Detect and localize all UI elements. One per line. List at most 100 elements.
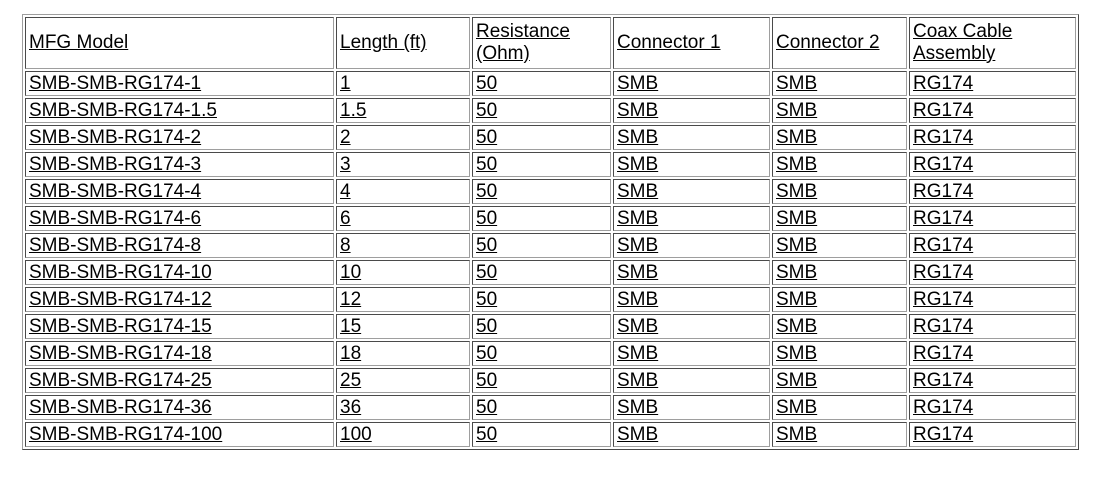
- column-header-link[interactable]: Resistance (Ohm): [476, 21, 570, 64]
- cell-link[interactable]: SMB: [617, 99, 659, 121]
- cell-link[interactable]: SMB-SMB-RG174-1: [29, 72, 202, 94]
- cell-link[interactable]: RG174: [913, 261, 974, 283]
- cell-link[interactable]: RG174: [913, 126, 974, 148]
- column-header-link[interactable]: Coax Cable Assembly: [913, 21, 1013, 64]
- table-row: SMB-SMB-RG174-8 8 50 SMB SMB RG174: [25, 233, 1076, 258]
- cell-link[interactable]: SMB-SMB-RG174-100: [29, 423, 223, 445]
- cell-link[interactable]: SMB: [617, 126, 659, 148]
- cell-link[interactable]: 50: [476, 342, 498, 364]
- cell-link[interactable]: SMB: [776, 234, 818, 256]
- table-cell: SMB: [772, 233, 907, 258]
- cell-link[interactable]: 50: [476, 234, 498, 256]
- cell-link[interactable]: 1: [340, 72, 351, 94]
- cell-link[interactable]: SMB: [776, 423, 818, 445]
- cell-link[interactable]: SMB: [617, 396, 659, 418]
- cell-link[interactable]: SMB: [617, 423, 659, 445]
- cell-link[interactable]: RG174: [913, 207, 974, 229]
- cell-link[interactable]: RG174: [913, 234, 974, 256]
- cell-link[interactable]: 1.5: [340, 99, 367, 121]
- cell-link[interactable]: SMB: [617, 369, 659, 391]
- cell-link[interactable]: 2: [340, 126, 351, 148]
- cell-link[interactable]: SMB: [776, 153, 818, 175]
- cell-link[interactable]: 50: [476, 315, 498, 337]
- cell-link[interactable]: 50: [476, 72, 498, 94]
- cell-link[interactable]: SMB-SMB-RG174-8: [29, 234, 202, 256]
- cell-link[interactable]: 18: [340, 342, 362, 364]
- cell-link[interactable]: SMB: [776, 396, 818, 418]
- cell-link[interactable]: SMB-SMB-RG174-6: [29, 207, 202, 229]
- cell-link[interactable]: 6: [340, 207, 351, 229]
- cell-link[interactable]: 50: [476, 261, 498, 283]
- column-header-link[interactable]: Connector 2: [776, 32, 880, 53]
- cell-link[interactable]: 50: [476, 396, 498, 418]
- cell-link[interactable]: RG174: [913, 315, 974, 337]
- cell-link[interactable]: SMB: [776, 342, 818, 364]
- cell-link[interactable]: RG174: [913, 369, 974, 391]
- table-cell: 50: [472, 125, 611, 150]
- cell-link[interactable]: RG174: [913, 396, 974, 418]
- cell-link[interactable]: SMB: [617, 234, 659, 256]
- table-body: SMB-SMB-RG174-1 1 50 SMB SMB RG174 SMB-SMB-RG1…: [25, 71, 1076, 447]
- cell-link[interactable]: 50: [476, 423, 498, 445]
- cell-link[interactable]: SMB: [776, 261, 818, 283]
- cell-link[interactable]: SMB-SMB-RG174-25: [29, 369, 212, 391]
- cell-link[interactable]: 50: [476, 126, 498, 148]
- cell-link[interactable]: 50: [476, 369, 498, 391]
- cell-link[interactable]: SMB: [776, 207, 818, 229]
- cell-link[interactable]: SMB: [776, 180, 818, 202]
- cell-link[interactable]: 50: [476, 180, 498, 202]
- cell-link[interactable]: SMB-SMB-RG174-18: [29, 342, 212, 364]
- cell-link[interactable]: 50: [476, 99, 498, 121]
- cell-link[interactable]: SMB-SMB-RG174-15: [29, 315, 212, 337]
- cell-link[interactable]: SMB-SMB-RG174-12: [29, 288, 212, 310]
- cell-link[interactable]: SMB: [617, 153, 659, 175]
- cell-link[interactable]: RG174: [913, 423, 974, 445]
- cell-link[interactable]: RG174: [913, 153, 974, 175]
- cell-link[interactable]: 3: [340, 153, 351, 175]
- cell-link[interactable]: SMB-SMB-RG174-1.5: [29, 99, 217, 121]
- table-cell: SMB-SMB-RG174-36: [25, 395, 334, 420]
- cell-link[interactable]: RG174: [913, 99, 974, 121]
- cell-link[interactable]: SMB-SMB-RG174-36: [29, 396, 212, 418]
- table-cell: SMB: [772, 152, 907, 177]
- cell-link[interactable]: SMB-SMB-RG174-10: [29, 261, 212, 283]
- cell-link[interactable]: RG174: [913, 180, 974, 202]
- cell-link[interactable]: SMB: [617, 207, 659, 229]
- cell-link[interactable]: 50: [476, 207, 498, 229]
- cell-link[interactable]: 36: [340, 396, 362, 418]
- cell-link[interactable]: SMB: [776, 126, 818, 148]
- cell-link[interactable]: SMB: [617, 261, 659, 283]
- cell-link[interactable]: RG174: [913, 342, 974, 364]
- cell-link[interactable]: SMB-SMB-RG174-4: [29, 180, 202, 202]
- cell-link[interactable]: SMB: [776, 72, 818, 94]
- cell-link[interactable]: SMB: [617, 288, 659, 310]
- cell-link[interactable]: RG174: [913, 288, 974, 310]
- cell-link[interactable]: 8: [340, 234, 351, 256]
- table-head: MFG Model Length (ft) Resistance (Ohm) Conn…: [25, 17, 1076, 69]
- cell-link[interactable]: SMB-SMB-RG174-3: [29, 153, 202, 175]
- column-header-link[interactable]: Length (ft): [340, 32, 427, 53]
- cell-link[interactable]: SMB: [776, 288, 818, 310]
- cell-link[interactable]: SMB: [617, 72, 659, 94]
- cell-link[interactable]: 25: [340, 369, 362, 391]
- cell-link[interactable]: 10: [340, 261, 362, 283]
- cell-link[interactable]: SMB: [776, 315, 818, 337]
- cell-link[interactable]: 15: [340, 315, 362, 337]
- cell-link[interactable]: SMB: [776, 99, 818, 121]
- cell-link[interactable]: SMB-SMB-RG174-2: [29, 126, 202, 148]
- column-header-link[interactable]: MFG Model: [29, 32, 129, 53]
- cell-link[interactable]: RG174: [913, 72, 974, 94]
- cell-link[interactable]: 50: [476, 288, 498, 310]
- table-cell: 50: [472, 395, 611, 420]
- table-cell: 50: [472, 341, 611, 366]
- cell-link[interactable]: SMB: [617, 180, 659, 202]
- cell-link[interactable]: 100: [340, 423, 372, 445]
- column-header-link[interactable]: Connector 1: [617, 32, 721, 53]
- cell-link[interactable]: SMB: [617, 315, 659, 337]
- cell-link[interactable]: 50: [476, 153, 498, 175]
- table-cell: 50: [472, 233, 611, 258]
- cell-link[interactable]: SMB: [776, 369, 818, 391]
- cell-link[interactable]: 12: [340, 288, 362, 310]
- cell-link[interactable]: 4: [340, 180, 351, 202]
- cell-link[interactable]: SMB: [617, 342, 659, 364]
